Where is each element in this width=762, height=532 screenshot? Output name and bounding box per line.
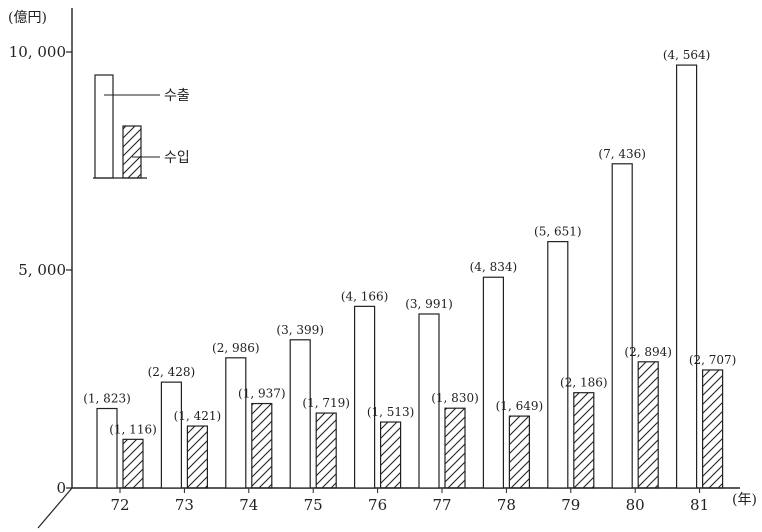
export-value-label-81: (4, 564) (663, 48, 711, 62)
legend: 수출 수입 (93, 74, 190, 179)
x-tick-label-77: 77 (432, 496, 451, 514)
export-bar-81 (675, 64, 698, 489)
x-tick-label-72: 72 (110, 496, 129, 514)
x-tick-label-76: 76 (368, 496, 387, 514)
legend-import-swatch (122, 125, 142, 179)
x-tick-label-74: 74 (239, 496, 258, 514)
export-bar-75 (289, 339, 311, 489)
export-value-label-78: (4, 834) (470, 260, 518, 274)
import-bar-81 (701, 369, 724, 489)
export-value-label-79: (5, 651) (534, 225, 582, 239)
export-value-label-76: (4, 166) (341, 289, 389, 303)
export-bar-77 (418, 313, 440, 489)
import-bar-78 (508, 415, 530, 489)
import-bar-73 (186, 425, 208, 489)
export-bar-74 (225, 357, 247, 489)
export-value-label-72: (1, 823) (83, 392, 131, 406)
x-tick-label-79: 79 (561, 496, 580, 514)
export-value-label-80: (7, 436) (598, 147, 646, 161)
import-value-label-78: (1, 649) (496, 399, 544, 413)
axis-corner-line (37, 487, 73, 529)
import-bar-77 (444, 407, 466, 489)
x-tick-label-80: 80 (626, 496, 645, 514)
bars: (1, 823) (1, 116) (2, 428) (1, 421) (2, 986)… (83, 48, 737, 489)
export-bar-76 (354, 305, 376, 489)
import-bar-72 (122, 438, 144, 489)
import-value-label-74: (1, 937) (238, 387, 286, 401)
export-value-label-74: (2, 986) (212, 341, 260, 355)
export-bar-80 (611, 163, 633, 489)
x-tick-label-73: 73 (175, 496, 194, 514)
y-unit-label: (億円) (8, 10, 47, 26)
import-value-label-72: (1, 116) (109, 422, 157, 436)
export-bar-79 (547, 241, 569, 489)
import-value-label-76: (1, 513) (367, 405, 415, 419)
export-bar-78 (482, 276, 504, 489)
export-value-label-77: (3, 991) (405, 297, 453, 311)
x-tick-label-78: 78 (497, 496, 516, 514)
import-value-label-81: (2, 707) (689, 353, 737, 367)
legend-export-swatch (94, 74, 114, 179)
import-value-label-80: (2, 894) (624, 345, 672, 359)
export-value-label-75: (3, 399) (276, 323, 324, 337)
import-value-label-73: (1, 421) (174, 409, 222, 423)
y-tick-label: 5, 000 (18, 261, 66, 279)
import-value-label-77: (1, 830) (431, 391, 479, 405)
export-bar-72 (96, 407, 118, 489)
y-tick-label: 0 (56, 479, 66, 497)
x-tick-label-81: 81 (690, 496, 709, 514)
legend-export-label: 수출 (164, 88, 190, 104)
import-value-label-79: (2, 186) (560, 376, 608, 390)
import-bar-74 (251, 402, 273, 489)
x-unit-label: (年) (732, 492, 757, 508)
import-bar-75 (315, 412, 337, 489)
import-value-label-75: (1, 719) (302, 396, 350, 410)
x-ticks: 72 73 74 75 76 77 78 79 80 81 (110, 488, 709, 514)
export-value-label-73: (2, 428) (148, 365, 196, 379)
import-bar-76 (380, 421, 402, 489)
import-bar-79 (573, 392, 595, 489)
import-bar-80 (637, 361, 659, 489)
legend-import-label: 수입 (164, 150, 190, 166)
y-tick-label: 10, 000 (9, 43, 66, 61)
y-ticks: 0 5, 000 10, 000 (9, 43, 72, 497)
export-bar-73 (160, 381, 182, 489)
x-tick-label-75: 75 (304, 496, 323, 514)
